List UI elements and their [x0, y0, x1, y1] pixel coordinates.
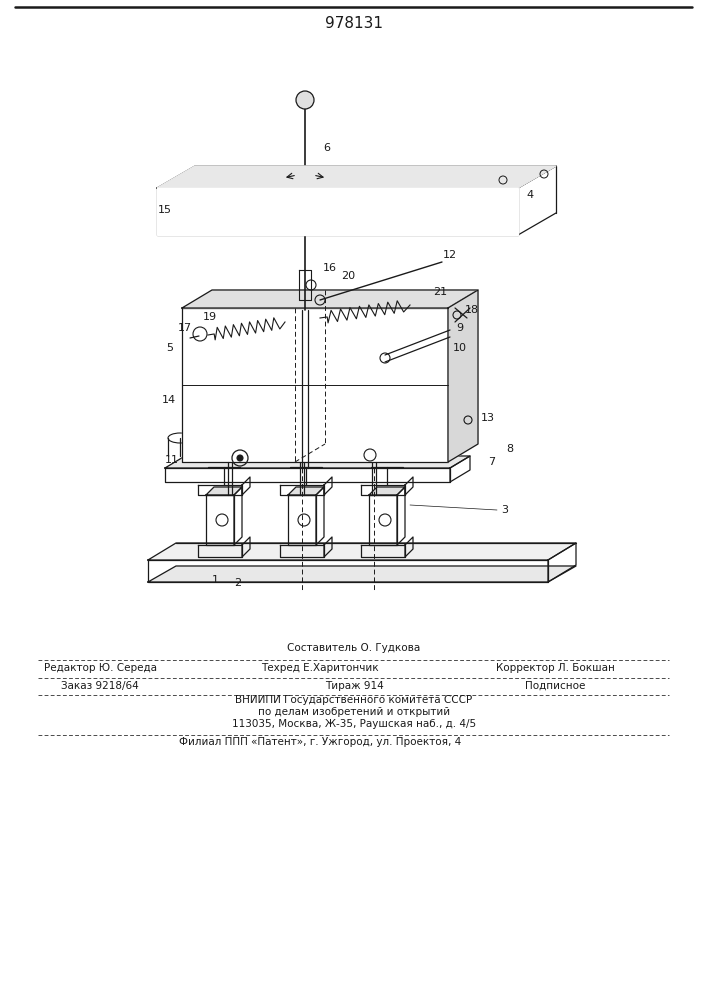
Text: Техред Е.Харитончик: Техред Е.Харитончик: [261, 663, 379, 673]
Polygon shape: [157, 166, 556, 188]
Text: Составитель О. Гудкова: Составитель О. Гудкова: [287, 643, 421, 653]
Text: Подписное: Подписное: [525, 681, 585, 691]
Text: 7: 7: [489, 457, 496, 467]
Polygon shape: [165, 456, 470, 468]
Text: 113035, Москва, Ж-35, Раушская наб., д. 4/5: 113035, Москва, Ж-35, Раушская наб., д. …: [232, 719, 476, 729]
Text: 17: 17: [178, 323, 192, 333]
Text: 19: 19: [203, 312, 217, 322]
Polygon shape: [369, 487, 405, 495]
Text: 15: 15: [158, 205, 172, 215]
Polygon shape: [182, 308, 448, 462]
Text: 2: 2: [235, 578, 242, 588]
Text: по делам изобретений и открытий: по делам изобретений и открытий: [258, 707, 450, 717]
Text: Тираж 914: Тираж 914: [325, 681, 383, 691]
Text: ВНИИПИ Государственного комитета СССР: ВНИИПИ Государственного комитета СССР: [235, 695, 472, 705]
Text: 5: 5: [167, 343, 173, 353]
Text: 12: 12: [443, 250, 457, 260]
Polygon shape: [157, 188, 518, 235]
Text: Филиал ППП «Патент», г. Ужгород, ул. Проектоя, 4: Филиал ППП «Патент», г. Ужгород, ул. Про…: [179, 737, 461, 747]
Text: Редактор Ю. Середа: Редактор Ю. Середа: [44, 663, 156, 673]
Text: 14: 14: [162, 395, 176, 405]
Text: 9: 9: [457, 323, 464, 333]
Circle shape: [296, 91, 314, 109]
Polygon shape: [448, 290, 478, 462]
Text: 18: 18: [465, 305, 479, 315]
Text: 4: 4: [527, 190, 534, 200]
Text: 20: 20: [341, 271, 355, 281]
Text: 10: 10: [453, 343, 467, 353]
Polygon shape: [148, 566, 576, 582]
Text: 16: 16: [323, 263, 337, 273]
Text: 6: 6: [324, 143, 330, 153]
Text: 21: 21: [433, 287, 447, 297]
Text: Корректор Л. Бокшан: Корректор Л. Бокшан: [496, 663, 614, 673]
Polygon shape: [288, 487, 324, 495]
Text: Заказ 9218/64: Заказ 9218/64: [61, 681, 139, 691]
Polygon shape: [148, 543, 576, 560]
Text: 11: 11: [165, 455, 179, 465]
Text: 1: 1: [211, 575, 218, 585]
Polygon shape: [182, 290, 478, 308]
Polygon shape: [206, 487, 242, 495]
Circle shape: [237, 455, 243, 461]
Text: 978131: 978131: [325, 15, 383, 30]
Text: 3: 3: [501, 505, 508, 515]
Text: 13: 13: [481, 413, 495, 423]
Text: 8: 8: [506, 444, 513, 454]
